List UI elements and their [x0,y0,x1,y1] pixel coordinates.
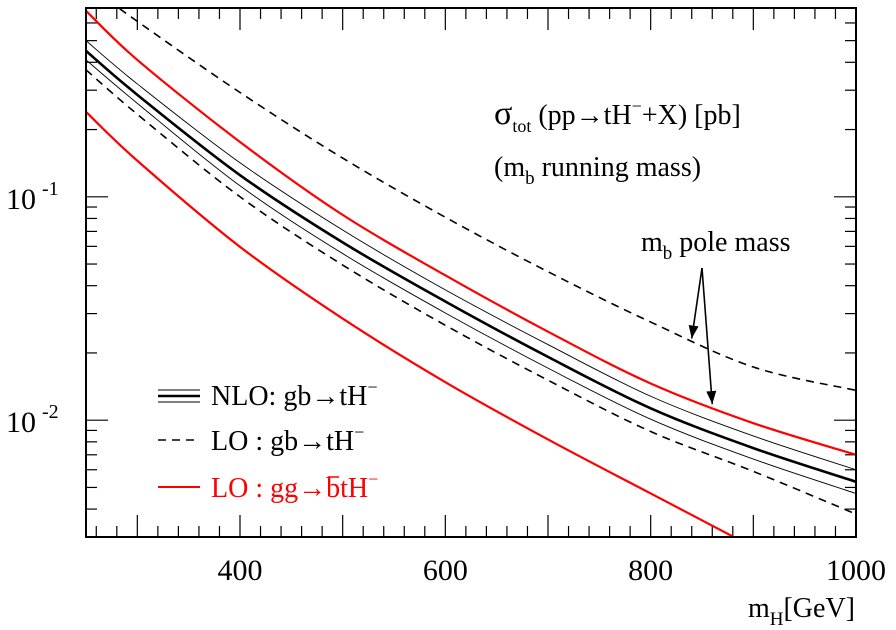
arrow-head-1 [688,324,699,339]
arrow-head-2 [706,390,717,405]
series-line-5-thin [86,59,856,494]
chart-title-line-1: σtot (pp→tH−+X) [pb] [494,95,741,136]
legend-label-nlo: NLO: gb→tH− [211,377,377,412]
pole-mass-annotation: mb pole mass [641,227,791,264]
legend-label-lo-gg: LO : gg→btH− [211,469,378,504]
x-axis-label: mH[GeV] [748,593,855,630]
legend: NLO: gb→tH− LO : gb→tH− LO : gg→btH− [158,377,378,504]
annotation-arrows [688,267,717,405]
chart-title-line-2: (mb running mass) [494,152,701,189]
legend-entry-nlo: NLO: gb→tH− [158,377,377,412]
legend-label-lo-gb: LO : gb→tH− [211,422,364,457]
series-line-3-thin [86,40,856,471]
legend-entry-lo-gg: LO : gg→btH− [158,469,378,504]
y-tick-label: 10 -2 [6,401,59,439]
series-layer [86,8,856,537]
x-tick-label: 600 [423,554,468,587]
series-line-6-dashed [86,69,856,515]
axis-ticks [86,8,856,538]
legend-entry-lo-gb: LO : gb→tH− [158,422,364,457]
series-line-7-red [86,111,737,537]
plot-frame [85,7,857,538]
arrow-line-2 [701,267,714,405]
tick-labels: 400 600 800 1000 10-1 10-2 [6,178,886,587]
series-line-1-dashed [117,8,856,392]
series-line-4-thick [86,49,856,484]
x-tick-label: 1000 [826,554,886,587]
x-tick-label: 400 [218,554,263,587]
y-tick-label: 10 -1 [6,178,59,216]
series-line-2-red [86,10,856,456]
x-tick-label: 800 [628,554,673,587]
